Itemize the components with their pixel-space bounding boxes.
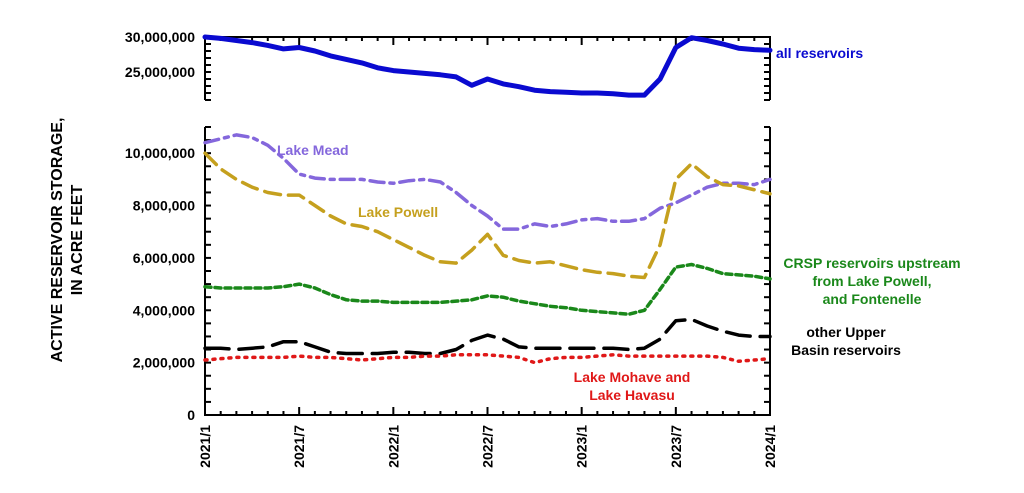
series-label: other Upper — [806, 324, 886, 340]
series-line-lake-mohave-and-lake-havasu — [203, 353, 772, 365]
series-line-other-upper-basin-reservoirs — [203, 317, 772, 356]
x-tick-label: 2024/1 — [762, 425, 778, 468]
bottom-panel-individual-reservoirs: 0 2,000,000 4,000,000 6,000,000 8,000,000 10,… — [125, 126, 961, 468]
y-tick-label: 2,000,000 — [133, 355, 195, 371]
series-line-lake-powell — [203, 151, 772, 280]
x-tick-label: 2022/1 — [385, 425, 401, 468]
x-tick-label: 2023/1 — [574, 425, 590, 468]
series-label: from Lake Powell, — [812, 273, 931, 289]
series-label: Lake Havasu — [589, 387, 675, 403]
y-tick-label: 6,000,000 — [133, 250, 195, 266]
y-tick-label: 30,000,000 — [125, 29, 195, 45]
series-line-lake-mead — [203, 133, 772, 231]
x-tick-label: 2023/7 — [668, 425, 684, 468]
series-line-all-reservoirs — [202, 34, 773, 98]
series-label: Lake Mohave and — [574, 369, 691, 385]
series-label: Lake Mead — [277, 142, 349, 158]
y-tick-label: 4,000,000 — [133, 302, 195, 318]
series-line-crsp-reservoirs-upstream-from-lake-powell-and-fontenelle — [203, 262, 772, 316]
y-tick-label: 10,000,000 — [125, 145, 195, 161]
x-tick-label: 2021/7 — [291, 425, 307, 468]
y-axis-label: ACTIVE RESERVOIR STORAGE, IN ACRE FEET — [49, 118, 86, 363]
y-axis-label-line-2: IN ACRE FEET — [69, 185, 86, 296]
x-tick-label: 2021/1 — [197, 425, 213, 468]
series-label: Basin reservoirs — [791, 342, 901, 358]
y-tick-label: 8,000,000 — [133, 198, 195, 214]
top-panel-all-reservoirs: 30,000,000 25,000,000 all reservoirs — [125, 29, 863, 101]
series-label: and Fontenelle — [823, 291, 922, 307]
y-axis-label-line-1: ACTIVE RESERVOIR STORAGE, — [49, 118, 66, 363]
y-tick-label: 25,000,000 — [125, 64, 195, 80]
y-tick-label: 0 — [187, 407, 195, 423]
series-label: Lake Powell — [358, 204, 438, 220]
series-label: CRSP reservoirs upstream — [783, 255, 960, 271]
x-tick-label: 2022/7 — [480, 425, 496, 468]
series-label: all reservoirs — [776, 45, 863, 61]
